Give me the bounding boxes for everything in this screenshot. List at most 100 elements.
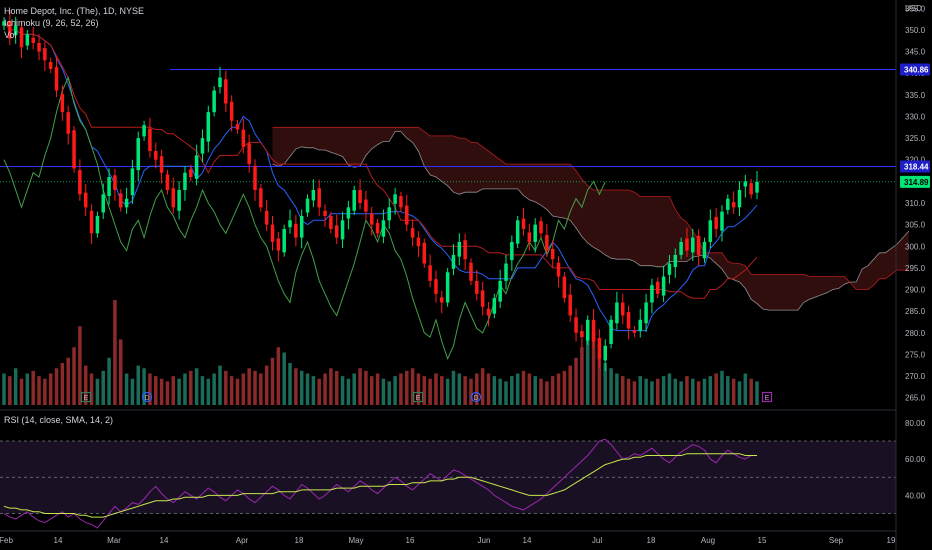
price-tick-label: 285.0 <box>905 307 926 316</box>
volume-bar <box>550 376 555 405</box>
volume-bar <box>253 370 257 405</box>
volume-bar <box>585 339 590 405</box>
volume-bar <box>486 373 491 405</box>
candle-body <box>259 188 263 208</box>
time-tick-label: 18 <box>647 536 656 545</box>
candle-body <box>2 21 6 26</box>
volume-bar <box>375 373 380 405</box>
candle-body <box>43 48 47 61</box>
candle-body <box>305 198 310 213</box>
volume-bar <box>171 376 176 405</box>
volume-bar <box>358 368 362 405</box>
rsi-axis[interactable]: 40.00 60.00 80.00 <box>905 419 926 501</box>
volume-bar <box>8 376 12 405</box>
candle-body <box>510 241 514 261</box>
volume-bar <box>305 373 310 405</box>
volume-bar <box>696 381 701 405</box>
volume-bar <box>410 368 415 405</box>
volume-bar <box>229 376 234 405</box>
volume-bar <box>83 365 88 405</box>
volume-bar <box>527 373 532 405</box>
candle-body <box>118 193 123 208</box>
vol-legend: Vol <box>4 30 17 40</box>
volume-bar <box>183 373 187 405</box>
price-tick-label: 335.0 <box>905 91 926 100</box>
candle-body <box>521 218 526 229</box>
volume-bar <box>492 376 497 405</box>
time-tick-label: 19 <box>887 536 896 545</box>
candle-body <box>224 79 228 104</box>
volume-bar <box>159 378 164 405</box>
candle-body <box>381 220 386 237</box>
candle-body <box>369 213 374 225</box>
candle-body <box>434 279 438 294</box>
earnings-marker <box>80 391 92 403</box>
price-tick-label: 290.0 <box>905 286 926 295</box>
time-axis[interactable]: Feb 14 Mar 14 Apr 18 May 16 Jun 14 Jul 18 Aug 15 Sep 19 <box>0 536 896 545</box>
candle-body <box>603 345 607 361</box>
volume-bar <box>416 373 421 405</box>
candle-body <box>702 241 707 259</box>
candle-body <box>124 198 129 208</box>
volume-bar <box>276 347 281 405</box>
volume-bar <box>656 378 660 405</box>
candle-body <box>130 168 135 196</box>
volume-bar <box>515 373 520 405</box>
price-label: 340.86 <box>904 65 929 74</box>
volume-bar <box>54 368 59 405</box>
volume-bar <box>504 381 508 405</box>
volume-bar <box>264 365 269 405</box>
volume-bar <box>299 370 304 405</box>
volume-bar <box>708 376 713 405</box>
volume-bar <box>545 381 549 405</box>
volume-bar <box>19 378 24 405</box>
candle-body <box>626 312 631 329</box>
volume-bar <box>661 376 666 405</box>
price-tick-label: 350.0 <box>905 26 926 35</box>
volume-bar <box>615 373 619 405</box>
volume-bar <box>609 368 613 405</box>
candle-body <box>329 215 333 229</box>
volume-bar <box>282 352 286 405</box>
candle-body <box>95 215 100 234</box>
price-tick-label: 295.0 <box>905 264 926 273</box>
price-label-box <box>900 175 930 188</box>
volume-bar <box>685 376 689 405</box>
candle-body <box>615 302 619 324</box>
price-label: 314.89 <box>904 178 929 187</box>
candle-body <box>247 143 251 165</box>
volume-bar <box>323 373 327 405</box>
event-marker-label: E <box>416 395 421 402</box>
candle-body <box>54 67 59 91</box>
candle-body <box>644 302 648 324</box>
rsi-pane <box>0 438 896 529</box>
volume-bar <box>2 373 6 405</box>
candle-body <box>632 330 637 333</box>
volume-bar <box>632 381 637 405</box>
candle-body <box>656 281 660 294</box>
price-axis[interactable]: 265.0 270.0 275.0 280.0 285.0 290.0 295.0 300.0… <box>900 4 930 403</box>
candle-body <box>696 235 701 255</box>
price-tick-label: 270.0 <box>905 372 926 381</box>
candle-body <box>317 188 321 208</box>
candle-body <box>550 248 555 260</box>
volume-bar <box>539 378 543 405</box>
candle-body <box>107 177 111 197</box>
dividend-marker <box>470 391 482 403</box>
volume-bar <box>521 370 526 405</box>
leading-span-b <box>272 126 909 290</box>
volume-bar <box>445 378 450 405</box>
candle-body <box>101 194 105 213</box>
volume-bar <box>580 347 584 405</box>
price-tick-label: 345.0 <box>905 48 926 57</box>
volume-bar <box>148 373 152 405</box>
earnings-marker <box>761 391 773 403</box>
ichimoku-lines <box>3 21 758 361</box>
volume-bar <box>743 373 748 405</box>
candle-body <box>527 232 532 242</box>
candle-body <box>294 223 298 238</box>
event-marker-label: E <box>84 395 89 402</box>
candle-body <box>89 210 94 234</box>
ichimoku-legend: Ichimoku (9, 26, 52, 26) <box>4 18 99 28</box>
